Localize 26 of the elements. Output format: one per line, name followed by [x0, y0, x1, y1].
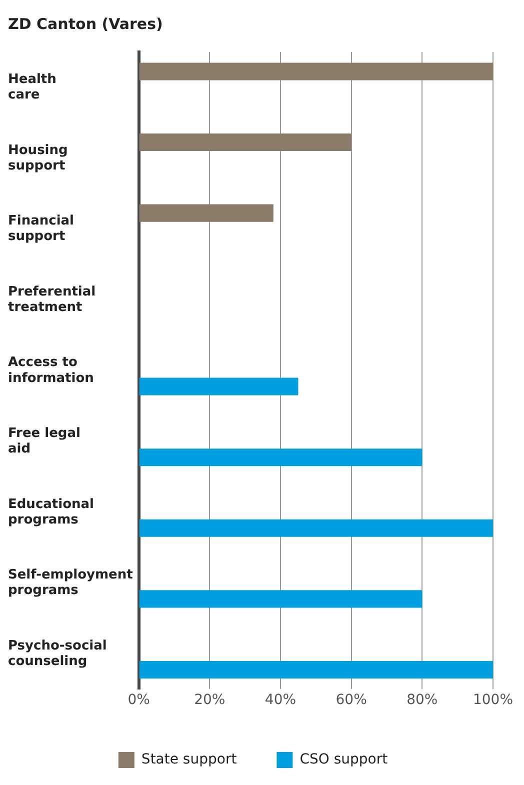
bar — [139, 378, 298, 396]
y-tick-label: Educational programs — [8, 496, 94, 528]
legend-label: State support — [141, 752, 238, 768]
bar — [139, 590, 422, 608]
bar — [139, 519, 493, 537]
x-tick-label: 100% — [472, 692, 514, 708]
y-tick-label: Psycho-social counseling — [8, 638, 107, 669]
y-tick-label: Preferential treatment — [8, 284, 96, 315]
y-tick-label: Self-employment programs — [8, 568, 133, 598]
y-tick-label: Access to information — [8, 355, 94, 386]
bar — [139, 134, 352, 152]
bar — [139, 62, 493, 80]
bar — [139, 660, 493, 678]
bar — [139, 204, 274, 222]
x-tick-label: 40% — [264, 692, 296, 708]
y-tick-label: Financial support — [8, 214, 74, 244]
chart-title: ZD Canton (Vares) — [8, 14, 163, 33]
x-tick-label: 0% — [128, 692, 150, 708]
legend-label: CSO support — [300, 752, 388, 768]
y-tick-label: Health care — [8, 72, 56, 103]
x-tick-label: 80% — [406, 692, 438, 708]
x-tick-label: 60% — [336, 692, 367, 708]
y-tick-label: Free legal aid — [8, 426, 80, 457]
bar — [139, 448, 422, 466]
y-tick-label: Housing support — [8, 142, 68, 174]
x-tick-label: 20% — [194, 692, 226, 708]
